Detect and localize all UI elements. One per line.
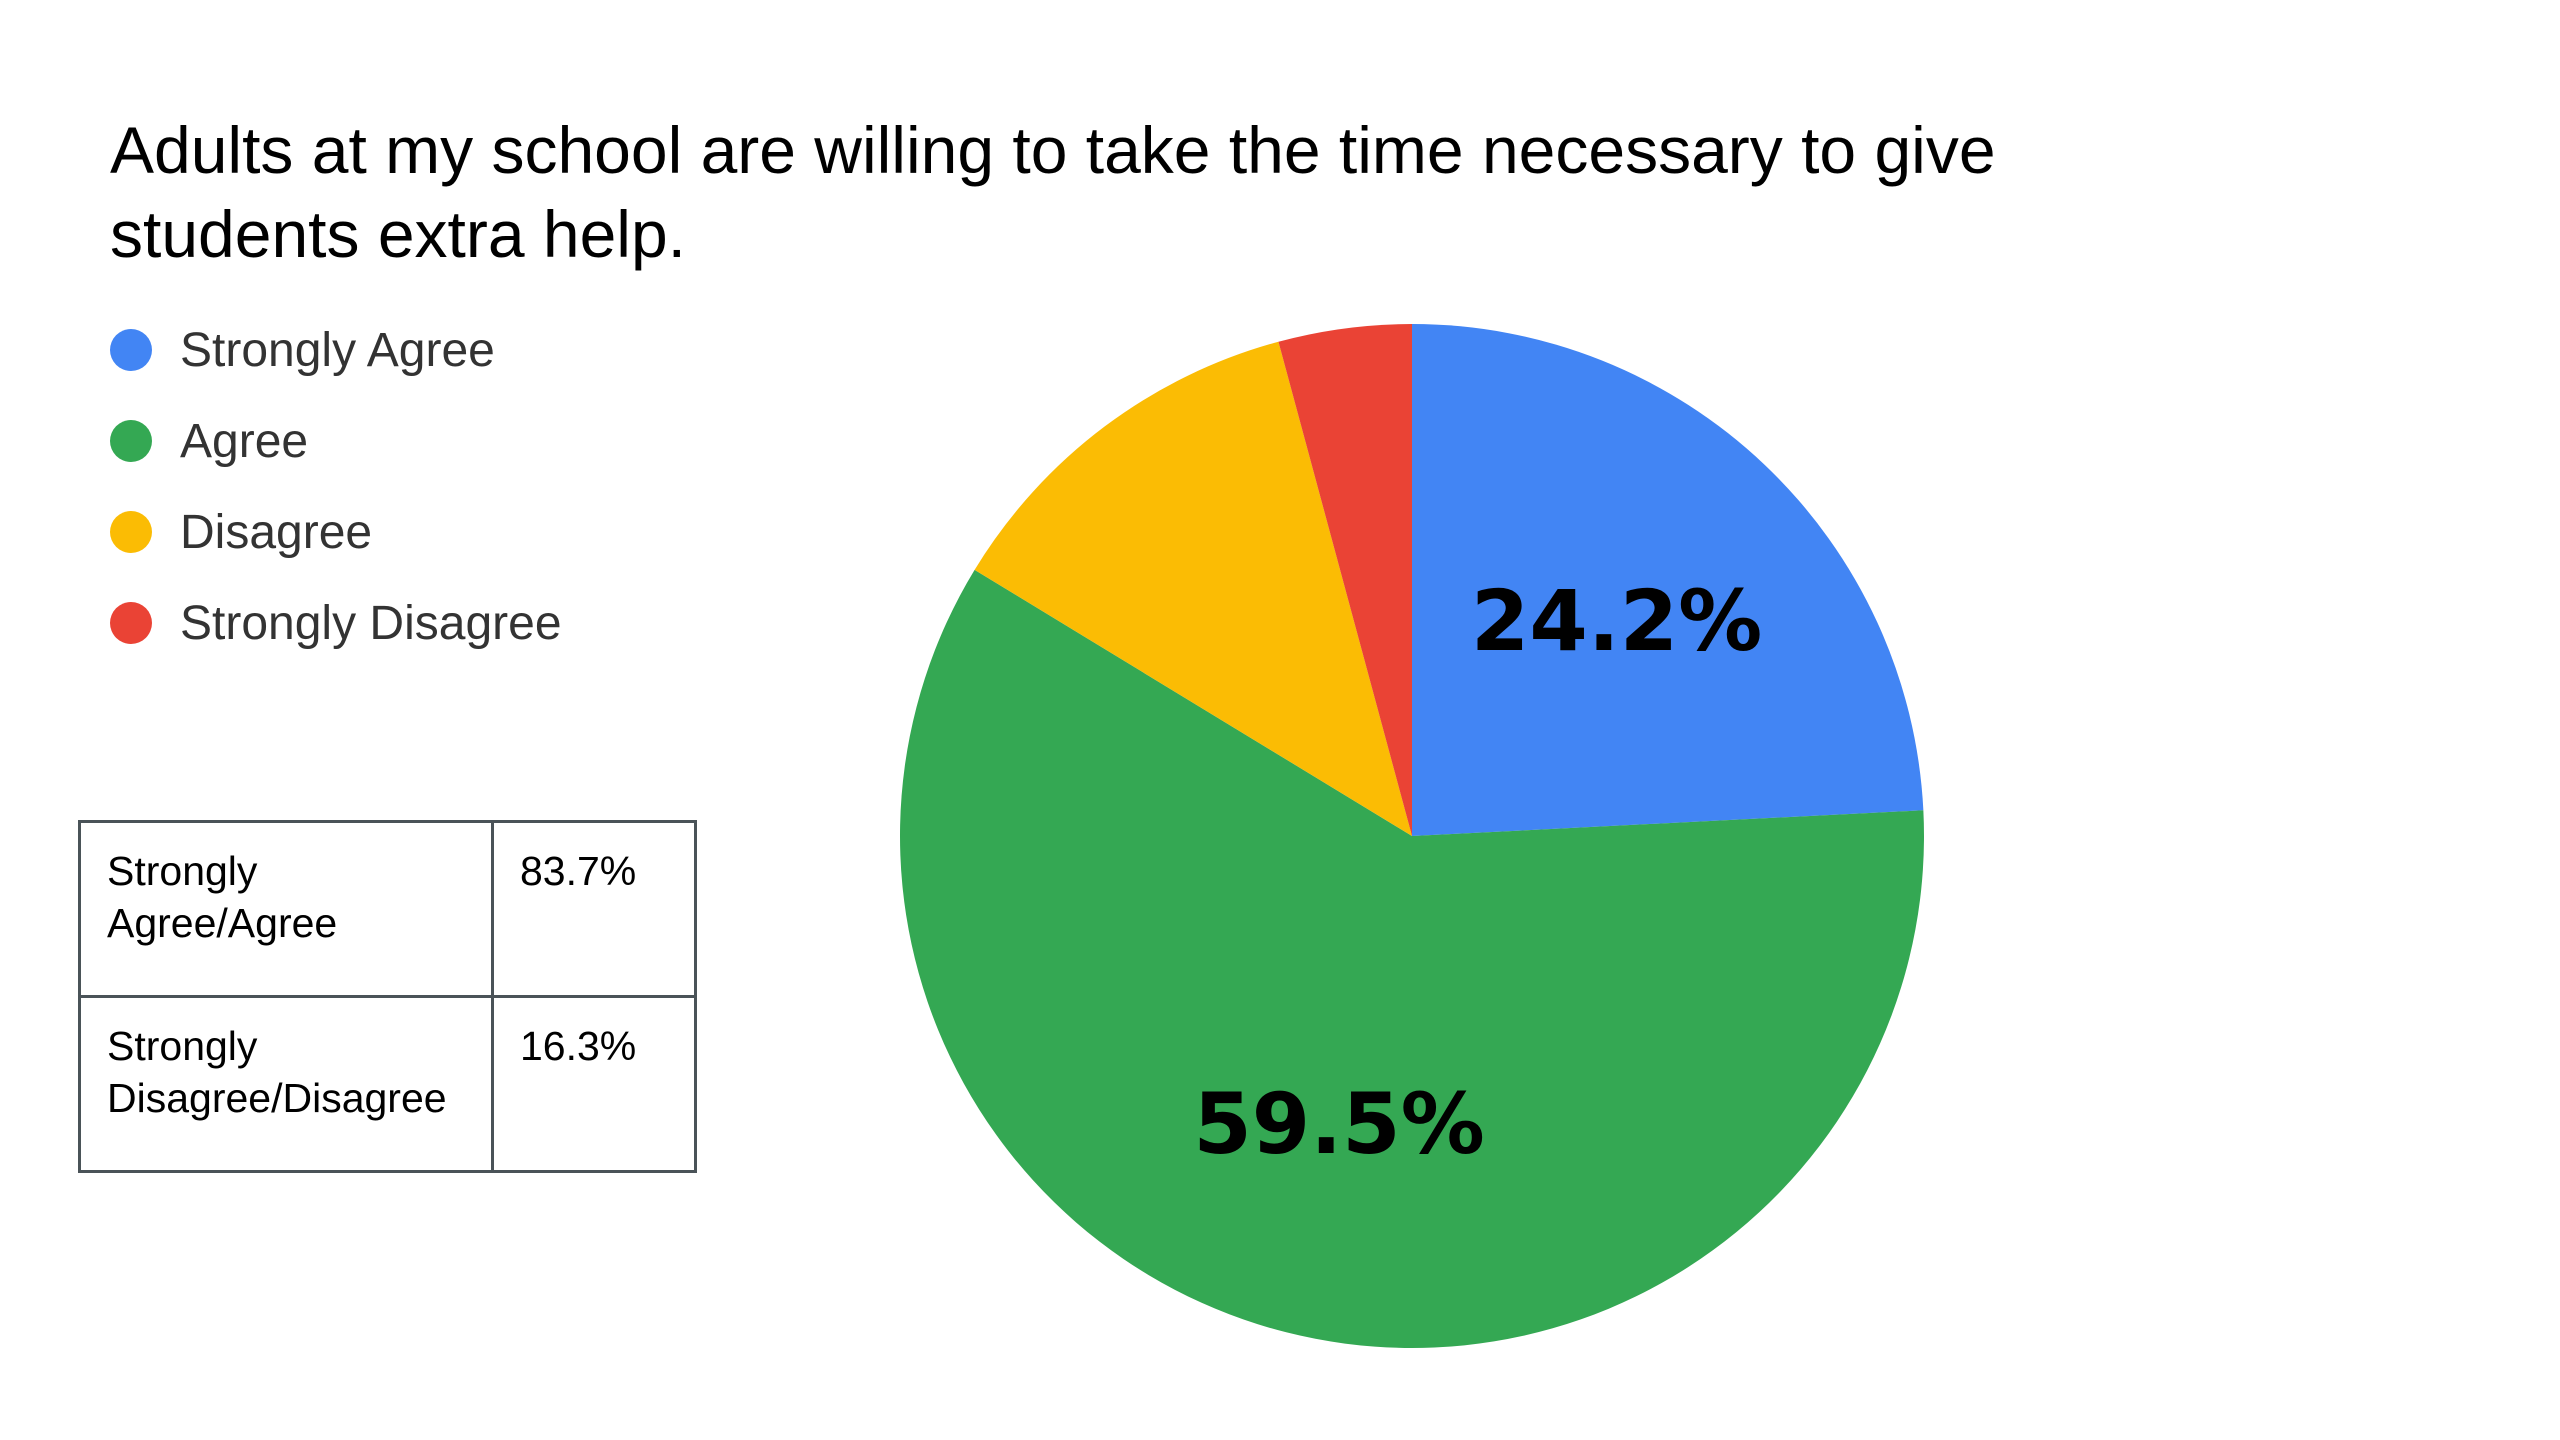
data-label-agree: 59.5% <box>1193 1075 1484 1173</box>
table-cell-label: Strongly Disagree/Disagree <box>78 995 494 1173</box>
legend-label: Disagree <box>180 505 373 559</box>
legend-swatch-agree <box>110 420 152 462</box>
table-row: Strongly Agree/Agree 83.7% <box>78 820 697 998</box>
pie-slice-agree <box>900 569 1924 1349</box>
legend-item-strongly-agree: Strongly Agree <box>110 320 562 380</box>
pie-slice-strongly-disagree <box>1278 324 1412 836</box>
pie-slice-strongly-agree <box>1412 324 1924 836</box>
legend-label: Strongly Disagree <box>180 596 562 650</box>
summary-table: Strongly Agree/Agree 83.7% Strongly Disa… <box>78 820 697 1173</box>
table-row: Strongly Disagree/Disagree 16.3% <box>78 995 697 1173</box>
data-label-strongly-agree: 24.2% <box>1471 572 1762 670</box>
legend-item-agree: Agree <box>110 411 562 471</box>
legend-label: Strongly Agree <box>180 323 495 377</box>
table-cell-value: 83.7% <box>491 820 697 998</box>
legend-item-strongly-disagree: Strongly Disagree <box>110 593 562 653</box>
legend-swatch-strongly-agree <box>110 329 152 371</box>
legend-swatch-disagree <box>110 511 152 553</box>
chart-title: Adults at my school are willing to take … <box>110 113 1996 271</box>
pie-data-labels: 24.2% 59.5% <box>1193 572 1762 1173</box>
legend-label: Agree <box>180 414 309 468</box>
pie-slice-disagree <box>974 341 1412 836</box>
legend-item-disagree: Disagree <box>110 502 562 562</box>
pie-slices <box>900 324 1924 1349</box>
table-cell-label: Strongly Agree/Agree <box>78 820 494 998</box>
chart-legend: Strongly Agree Agree Disagree Strongly D… <box>110 320 562 684</box>
table-cell-value: 16.3% <box>491 995 697 1173</box>
legend-swatch-strongly-disagree <box>110 602 152 644</box>
